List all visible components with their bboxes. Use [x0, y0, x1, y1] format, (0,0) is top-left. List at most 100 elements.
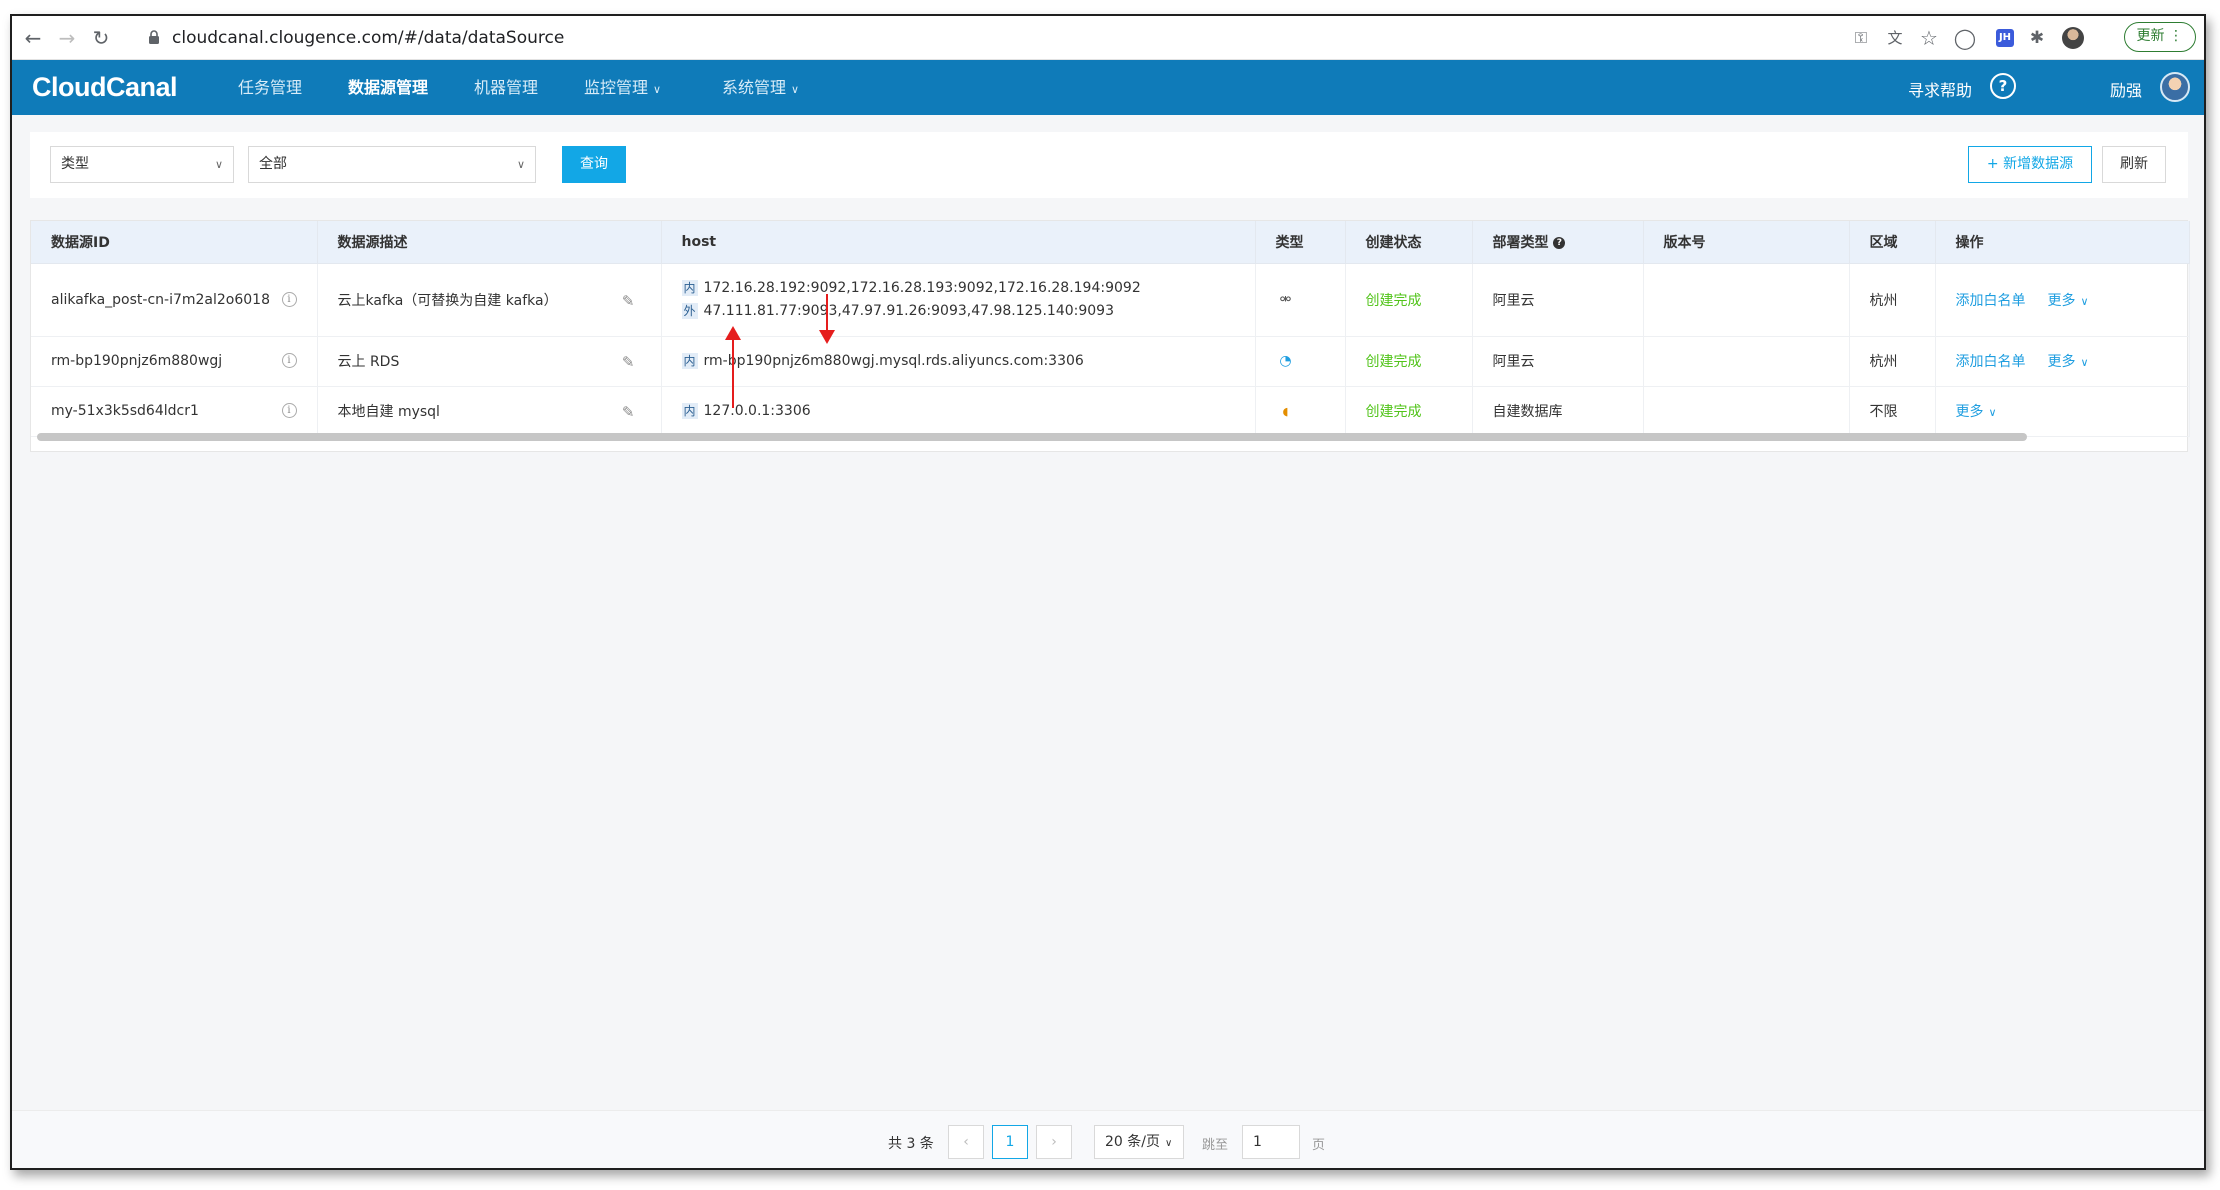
add-whitelist-link[interactable]: 添加白名单 [1955, 354, 2026, 370]
inner-tag: 内 [681, 352, 698, 369]
all-select[interactable]: 全部 ∨ [248, 146, 536, 183]
cell-status: 创建完成 [1345, 386, 1473, 437]
update-label: 更新 [2136, 28, 2165, 44]
query-button[interactable]: 查询 [562, 146, 626, 183]
horizontal-scrollbar[interactable] [37, 433, 2027, 441]
host-inner-line: 内 172.16.28.192:9092,172.16.28.193:9092,1… [681, 277, 1255, 300]
col-header-region[interactable]: 区域 [1849, 221, 1936, 264]
edit-icon[interactable]: ✎ [621, 291, 635, 310]
cell-host: 内 127.0.0.1:3306 [661, 386, 1256, 437]
cell-region: 杭州 [1849, 336, 1936, 387]
more-dropdown[interactable]: 更多 ∨ [2048, 293, 2089, 309]
page-1-button[interactable]: 1 [992, 1125, 1028, 1159]
cell-version [1643, 263, 1850, 337]
col-header-deploy[interactable]: 部署类型 ? [1472, 221, 1644, 264]
annotation-arrow-up [725, 326, 741, 408]
chevron-down-icon: ∨ [2080, 356, 2089, 369]
col-header-version[interactable]: 版本号 [1643, 221, 1850, 264]
cell-actions: 更多 ∨ [1935, 386, 2190, 437]
cloudcanal-logo[interactable]: CloudCanal [32, 72, 178, 102]
page-size-select[interactable]: 20 条/页 ∨ [1094, 1125, 1184, 1159]
cell-type: ◔ [1255, 336, 1346, 387]
host-inner-value: rm-bp190pnjz6m880wgj.mysql.rds.aliyuncs.… [703, 352, 1084, 369]
host-inner-line: 内 rm-bp190pnjz6m880wgj.mysql.rds.aliyuncs… [681, 350, 1255, 373]
puzzle-extensions-icon[interactable]: ✱ [2029, 28, 2045, 48]
question-icon[interactable]: ? [1990, 73, 2016, 99]
datasource-id[interactable]: rm-bp190pnjz6m880wgj [51, 353, 223, 369]
user-avatar[interactable] [2160, 72, 2190, 102]
help-link[interactable]: 寻求帮助 [1907, 81, 1972, 100]
translate-icon[interactable]: 文 [1887, 29, 1903, 47]
add-datasource-button[interactable]: + 新增数据源 [1968, 146, 2092, 183]
address-bar[interactable]: cloudcanal.clougence.com/#/data/dataSour… [172, 28, 565, 48]
more-label: 更多 [2047, 354, 2076, 370]
cell-actions: 添加白名单 更多 ∨ [1935, 263, 2190, 337]
host-outer-value: 47.111.81.77:9093,47.97.91.26:9093,47.98… [703, 302, 1114, 319]
cell-host: 内 172.16.28.192:9092,172.16.28.193:9092,1… [661, 263, 1256, 337]
add-whitelist-link[interactable]: 添加白名单 [1955, 292, 2026, 309]
col-header-id[interactable]: 数据源ID [31, 221, 318, 264]
app-header: CloudCanal 任务管理 数据源管理 机器管理 监控管理 ∨ 系统管理 ∨ 寻… [12, 60, 2204, 115]
jh-extension-icon[interactable]: JH [1996, 29, 2014, 47]
host-inner-value: 127.0.0.1:3306 [703, 402, 811, 419]
prev-page-button[interactable]: ‹ [948, 1125, 984, 1159]
chevron-down-icon: ∨ [516, 158, 525, 171]
cell-desc: 云上 RDS ✎ [317, 336, 662, 387]
refresh-button[interactable]: 刷新 [2102, 146, 2166, 183]
col-header-host[interactable]: host [661, 221, 1256, 264]
cell-status: 创建完成 [1345, 263, 1473, 337]
cell-deploy: 自建数据库 [1472, 386, 1644, 437]
help-circle-icon[interactable]: ? [1553, 236, 1566, 249]
cell-desc: 云上kafka（可替换为自建 kafka） ✎ [317, 263, 662, 337]
more-label: 更多 [1955, 404, 1984, 420]
nav-datasource-management[interactable]: 数据源管理 [348, 78, 429, 97]
reload-icon[interactable]: ↻ [92, 26, 110, 50]
forward-arrow-icon[interactable]: → [58, 26, 76, 50]
nav-system-management[interactable]: 系统管理 ∨ [722, 77, 799, 101]
datasource-id[interactable]: my-51x3k5sd64ldcr1 [51, 403, 199, 419]
info-icon[interactable]: i [281, 291, 297, 307]
more-dropdown[interactable]: 更多 ∨ [1956, 404, 1997, 420]
edit-icon[interactable]: ✎ [621, 403, 635, 421]
arrow-down-head-icon [819, 330, 835, 344]
user-name[interactable]: 励强 [2109, 81, 2142, 100]
table-row: my-51x3k5sd64ldcr1 i 本地自建 mysql ✎ 内 127.0.0… [31, 386, 2190, 437]
table-header-row: 数据源ID 数据源描述 host 类型 创建状态 部署类型 ? 版本号 区域 操… [31, 221, 2190, 264]
col-header-deploy-label: 部署类型 [1492, 234, 1549, 251]
nav-monitor-management[interactable]: 监控管理 ∨ [584, 77, 661, 101]
total-count: 共 3 条 [888, 1136, 934, 1152]
nav-machine-management[interactable]: 机器管理 [474, 78, 539, 97]
col-header-type[interactable]: 类型 [1255, 221, 1346, 264]
datasource-id[interactable]: alikafka_post-cn-i7m2al2o6018 [51, 291, 270, 308]
chevron-down-icon: ∨ [791, 83, 800, 96]
jump-page-input[interactable]: 1 [1242, 1125, 1300, 1159]
col-header-actions: 操作 [1935, 221, 2190, 264]
type-select[interactable]: 类型 ∨ [50, 146, 234, 183]
circle-extension-icon[interactable]: ◯ [1953, 26, 1977, 50]
info-icon[interactable]: i [281, 403, 297, 418]
col-header-status[interactable]: 创建状态 [1345, 221, 1473, 264]
jump-label: 跳至 [1202, 1138, 1229, 1153]
back-arrow-icon[interactable]: ← [24, 26, 42, 50]
key-icon[interactable]: ⚿ [1854, 28, 1868, 47]
cell-type: ⚮ [1255, 263, 1346, 337]
pagination-bar: 共 3 条 ‹ 1 › 20 条/页 ∨ 跳至 1 页 [12, 1110, 2204, 1168]
col-header-desc[interactable]: 数据源描述 [317, 221, 662, 264]
cell-region: 杭州 [1849, 263, 1936, 337]
info-icon[interactable]: i [281, 353, 297, 368]
more-dropdown[interactable]: 更多 ∨ [2048, 354, 2089, 370]
filter-bar: 类型 ∨ 全部 ∨ 查询 + 新增数据源 刷新 [30, 132, 2188, 198]
star-icon[interactable]: ☆ [1920, 26, 1938, 50]
profile-avatar-icon[interactable] [2062, 27, 2084, 49]
rds-dolphin-icon: ◔ [1279, 353, 1292, 369]
datasource-desc: 本地自建 mysql [337, 404, 440, 420]
host-outer-line: 外 47.111.81.77:9093,47.97.91.26:9093,47.9… [681, 300, 1255, 323]
nav-task-management[interactable]: 任务管理 [238, 78, 303, 97]
inner-tag: 内 [681, 402, 698, 419]
chevron-down-icon: ∨ [1164, 1138, 1173, 1149]
table-row: rm-bp190pnjz6m880wgj i 云上 RDS ✎ 内 rm-bp190p… [31, 336, 2190, 387]
browser-update-button[interactable]: 更新 ⋮ [2123, 22, 2196, 52]
edit-icon[interactable]: ✎ [621, 353, 635, 371]
nav-system-label: 系统管理 [722, 78, 787, 97]
next-page-button[interactable]: › [1036, 1125, 1072, 1159]
